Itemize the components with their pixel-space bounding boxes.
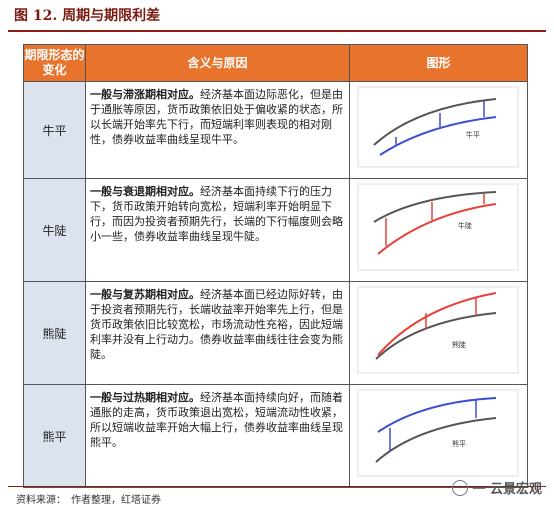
source-note: 资料来源： 作者整理，红塔证券 (16, 495, 161, 506)
curve-after (377, 397, 497, 433)
chart-label: 牛平 (466, 130, 480, 139)
description-cell: 一般与复苏期相对应。经济基本面已经边际好转，由于投资者预期先行，长端收益率开始率… (85, 281, 350, 385)
header-meaning: 含义与原因 (85, 44, 350, 82)
table-row: 熊平 一般与过热期相对应。经济基本面持续向好，而随着通胀的走高，货币政策退出宽松… (23, 384, 528, 488)
bottom-divider (8, 486, 546, 487)
description-cell: 一般与过热期相对应。经济基本面持续向好，而随着通胀的走高，货币政策退出宽松，短端… (85, 384, 350, 488)
yield-curve-chart: 牛陡 (357, 183, 519, 271)
chart-label: 牛陡 (458, 221, 472, 230)
chart-frame (357, 183, 519, 271)
description-lead: 一般与衰退期相对应。 (90, 185, 200, 198)
description-lead: 一般与复苏期相对应。 (90, 288, 200, 301)
table-row: 牛陡 一般与衰退期相对应。经济基本面持续下行的压力下，货币政策开始转向宽松，短端… (23, 178, 528, 282)
chart-frame (357, 286, 519, 374)
header-shape-change: 期限形态的变化 (23, 44, 86, 82)
description-lead: 一般与过热期相对应。 (90, 391, 200, 404)
curve-after (377, 292, 497, 356)
wechat-icon (452, 479, 469, 496)
graph-cell: 熊平 (349, 384, 528, 488)
shape-type-cell: 牛平 (23, 81, 86, 179)
curve-before (375, 417, 497, 463)
description-lead: 一般与滞涨期相对应。 (90, 88, 200, 101)
table-row: 牛平 一般与滞涨期相对应。经济基本面边际恶化，但是由于通胀等原因，货币政策依旧处… (23, 81, 528, 179)
yield-curve-chart: 熊陡 (357, 286, 519, 374)
shape-type-cell: 熊平 (23, 384, 86, 488)
watermark-text: 一 云景宏观 (472, 482, 542, 497)
figure-title: 图 12. 周期与期限利差 (14, 8, 161, 24)
description-text: 经济基本面持续下行的压力下，货币政策开始转向宽松，短端利率开始明显下行，而因为投… (90, 185, 343, 243)
chart-frame (357, 389, 519, 477)
cycle-spread-table: 期限形态的变化 含义与原因 图形 牛平 一般与滞涨期相对应。经济基本面边际恶化，… (23, 44, 528, 488)
graph-cell: 牛陡 (349, 178, 528, 282)
description-cell: 一般与滞涨期相对应。经济基本面边际恶化，但是由于通胀等原因，货币政策依旧处于偏收… (85, 81, 350, 179)
description-text: 经济基本面边际恶化，但是由于通胀等原因，货币政策依旧处于偏收紧的状态，所以长端开… (90, 88, 343, 146)
curve-before (373, 98, 497, 146)
description-text: 经济基本面持续向好，而随着通胀的走高，货币政策退出宽松，短端流动性收紧，所以短端… (90, 391, 343, 449)
curve-after (379, 116, 497, 156)
curve-after (377, 203, 497, 255)
shape-type-cell: 牛陡 (23, 178, 86, 282)
shape-type-cell: 熊陡 (23, 281, 86, 385)
table-row: 熊陡 一般与复苏期相对应。经济基本面已经边际好转，由于投资者预期先行，长端收益率… (23, 281, 528, 385)
description-text: 经济基本面已经边际好转，由于投资者预期先行，长端收益率开始率先上行，但是货币政策… (90, 288, 343, 361)
chart-label: 熊陡 (452, 340, 466, 349)
header-graph: 图形 (349, 44, 528, 82)
yield-curve-chart: 牛平 (357, 86, 519, 168)
yield-curve-chart: 熊平 (357, 389, 519, 477)
chart-label: 熊平 (452, 439, 466, 448)
graph-cell: 牛平 (349, 81, 528, 179)
curve-before (373, 191, 497, 223)
top-divider (8, 30, 546, 32)
watermark: 一 云景宏观 (452, 478, 542, 497)
description-cell: 一般与衰退期相对应。经济基本面持续下行的压力下，货币政策开始转向宽松，短端利率开… (85, 178, 350, 282)
graph-cell: 熊陡 (349, 281, 528, 385)
